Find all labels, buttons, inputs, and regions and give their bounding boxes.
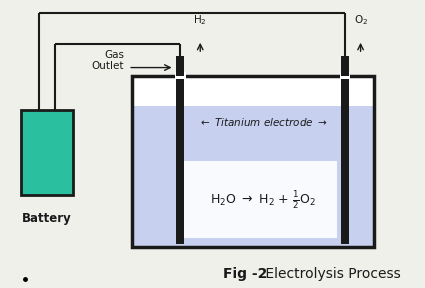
Text: Fig -2: Fig -2 <box>223 267 268 281</box>
Text: H$_2$: H$_2$ <box>193 13 207 27</box>
Text: $\leftarrow$ Titanium electrode $\rightarrow$: $\leftarrow$ Titanium electrode $\righta… <box>198 116 327 128</box>
Text: Gas
Outlet: Gas Outlet <box>92 50 124 71</box>
Bar <box>132 75 374 247</box>
Bar <box>176 56 184 244</box>
Text: H$_2$O $\rightarrow$ H$_2$ + $\frac{1}{2}$O$_2$: H$_2$O $\rightarrow$ H$_2$ + $\frac{1}{2… <box>210 189 316 211</box>
Text: O$_2$: O$_2$ <box>354 13 368 27</box>
Bar <box>181 161 337 238</box>
Text: Electrolysis Process: Electrolysis Process <box>261 267 401 281</box>
Bar <box>341 56 348 244</box>
Text: Battery: Battery <box>22 213 72 226</box>
Bar <box>176 56 184 75</box>
Bar <box>132 75 374 247</box>
Bar <box>341 56 348 75</box>
Bar <box>132 106 374 247</box>
Bar <box>21 110 73 195</box>
Bar <box>175 72 186 79</box>
Bar <box>340 72 350 79</box>
